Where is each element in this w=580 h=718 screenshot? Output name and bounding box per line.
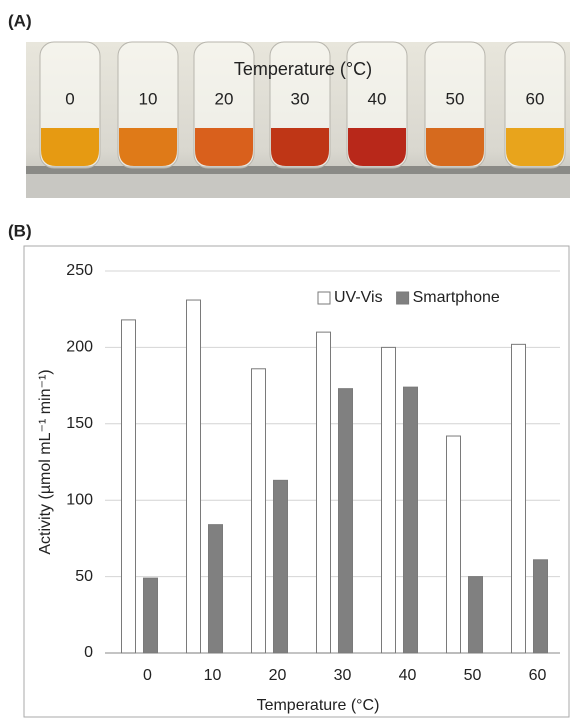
tube-label: 60	[526, 89, 545, 108]
tube-label: 30	[291, 89, 310, 108]
y-tick-label: 50	[75, 568, 93, 585]
y-tick-label: 200	[66, 339, 93, 356]
bar	[274, 480, 288, 653]
bar	[209, 525, 223, 653]
y-axis-title: Activity (µmol mL⁻¹ min⁻¹)	[37, 369, 54, 554]
x-tick-label: 60	[529, 667, 547, 684]
bench	[26, 174, 570, 198]
x-tick-label: 50	[464, 667, 482, 684]
y-tick-label: 0	[84, 644, 93, 661]
y-tick-label: 150	[66, 415, 93, 432]
bar	[122, 320, 136, 653]
liquid	[195, 128, 253, 166]
liquid	[506, 128, 564, 166]
y-tick-label: 250	[66, 262, 93, 279]
x-axis-title: Temperature (°C)	[257, 697, 380, 714]
bar	[447, 436, 461, 653]
x-tick-label: 0	[143, 667, 152, 684]
bar	[317, 332, 331, 653]
tube-label: 20	[215, 89, 234, 108]
legend-swatch	[397, 292, 409, 304]
photo-title: Temperature (°C)	[234, 59, 372, 79]
liquid	[271, 128, 329, 166]
liquid	[348, 128, 406, 166]
x-tick-label: 30	[334, 667, 352, 684]
chart-frame	[24, 246, 569, 717]
tube-label: 0	[65, 89, 74, 108]
bar	[144, 578, 158, 653]
bar	[339, 389, 353, 653]
figure: (A) Temperature (°C) (B) Temperature (°C…	[0, 0, 580, 718]
legend-label: Smartphone	[413, 289, 500, 306]
liquid	[41, 128, 99, 166]
panel-label: (B)	[8, 221, 32, 240]
y-tick-label: 100	[66, 491, 93, 508]
bar	[252, 369, 266, 653]
x-tick-label: 10	[204, 667, 222, 684]
bar	[382, 347, 396, 653]
bar	[469, 577, 483, 653]
bar	[534, 560, 548, 653]
legend-label: UV-Vis	[334, 289, 383, 306]
tube-label: 40	[368, 89, 387, 108]
bar	[187, 300, 201, 653]
liquid	[426, 128, 484, 166]
panel-label: (A)	[8, 11, 32, 30]
bar	[512, 344, 526, 653]
bar	[404, 387, 418, 653]
legend-swatch	[318, 292, 330, 304]
tube-label: 50	[446, 89, 465, 108]
liquid	[119, 128, 177, 166]
x-tick-label: 20	[269, 667, 287, 684]
tube-label: 10	[139, 89, 158, 108]
x-tick-label: 40	[399, 667, 417, 684]
